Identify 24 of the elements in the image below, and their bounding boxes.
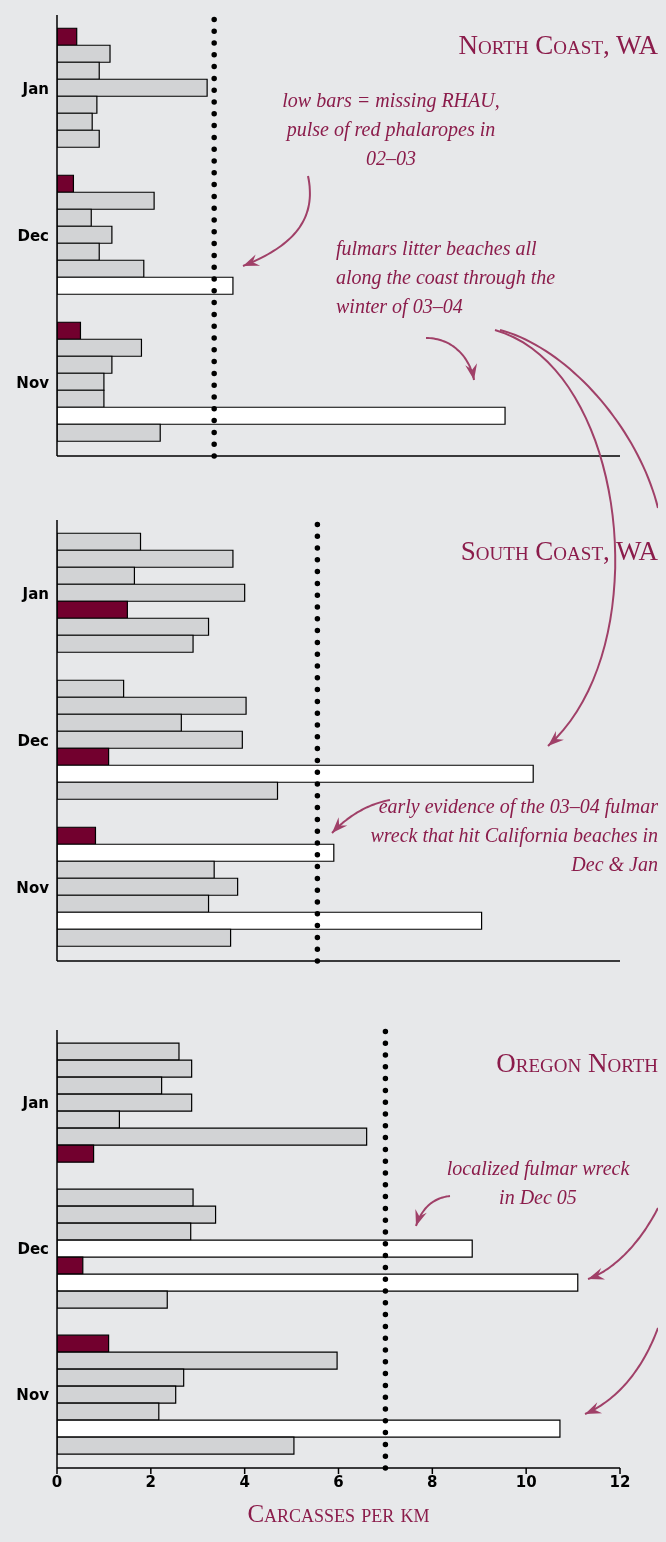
y-tick-label: Jan: [21, 79, 49, 98]
x-tick-label: 6: [333, 1472, 344, 1491]
x-tick-label: 10: [515, 1472, 537, 1491]
annotation: fulmars litter beaches all along the coast through the winter of 03–04: [336, 236, 557, 320]
y-tick-label: Jan: [21, 584, 49, 603]
y-tick-label: Nov: [16, 878, 50, 897]
annotation: localized fulmar wreck in Dec 05: [445, 1156, 631, 1210]
y-tick-label: Dec: [17, 1240, 49, 1259]
x-tick-label: 12: [609, 1472, 631, 1491]
annotation: early evidence of the 03–04 fulmar wreck that hit California beaches in Dec & Jan: [369, 794, 658, 877]
x-tick-label: 0: [51, 1472, 63, 1491]
y-tick-label: Nov: [16, 373, 50, 392]
y-tick-label: Nov: [16, 1386, 50, 1405]
text: North Coast, WA: [458, 30, 658, 61]
text: South Coast, WA: [460, 536, 658, 567]
y-tick-label: Dec: [17, 226, 49, 245]
text: Oregon North: [496, 1048, 658, 1079]
y-tick-label: Dec: [17, 731, 49, 750]
x-tick-label: 8: [427, 1472, 438, 1491]
x-tick-label: 2: [145, 1472, 157, 1491]
annotation: low bars = missing RHAU, pulse of red phalaropes in 02–03: [281, 88, 501, 171]
x-tick-label: 4: [239, 1472, 250, 1491]
x-axis-title: Carcasses per km: [246, 1500, 431, 1528]
y-tick-label: Jan: [21, 1094, 49, 1113]
